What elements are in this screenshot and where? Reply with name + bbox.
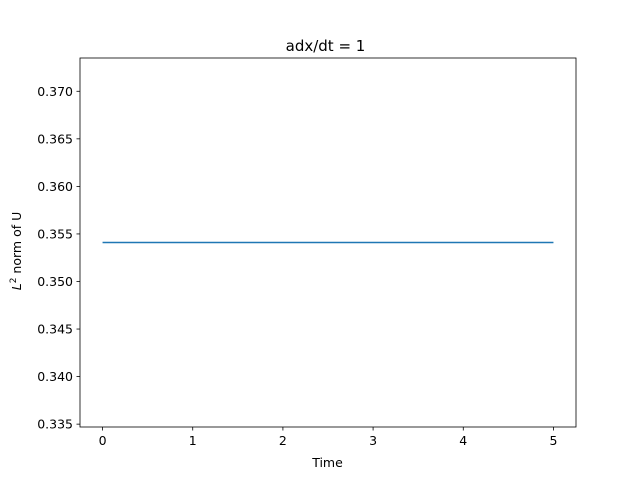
- y-tick-label-7: 0.370: [37, 84, 73, 99]
- x-tick-label-2: 2: [279, 433, 287, 448]
- plot-frame: [79, 57, 577, 428]
- x-tick-label-5: 5: [549, 433, 557, 448]
- x-tick-label-3: 3: [369, 433, 377, 448]
- plot-area: 0 1 2 3 4 5 0.335 0.340 0.345 0.350 0.355 0.360 0.36…: [37, 57, 577, 448]
- chart-title: adx/dt = 1: [286, 37, 366, 55]
- x-tick-label-1: 1: [189, 433, 197, 448]
- y-axis-label-main: L: [9, 283, 24, 290]
- y-tick-label-1: 0.340: [37, 369, 73, 384]
- y-tick-label-4: 0.355: [37, 226, 73, 241]
- y-tick-label-0: 0.335: [37, 417, 73, 432]
- y-tick-label-6: 0.365: [37, 131, 73, 146]
- y-tick-label-3: 0.350: [37, 274, 73, 289]
- x-axis-label: Time: [311, 455, 343, 470]
- y-axis-label: L2 norm of U: [9, 212, 24, 291]
- x-tick-label-0: 0: [99, 433, 107, 448]
- y-axis-label-rest: norm of U: [9, 212, 24, 278]
- y-tick-label-2: 0.345: [37, 322, 73, 337]
- y-tick-label-5: 0.360: [37, 179, 73, 194]
- x-tick-label-4: 4: [459, 433, 467, 448]
- y-axis-label-sup: 2: [9, 278, 19, 284]
